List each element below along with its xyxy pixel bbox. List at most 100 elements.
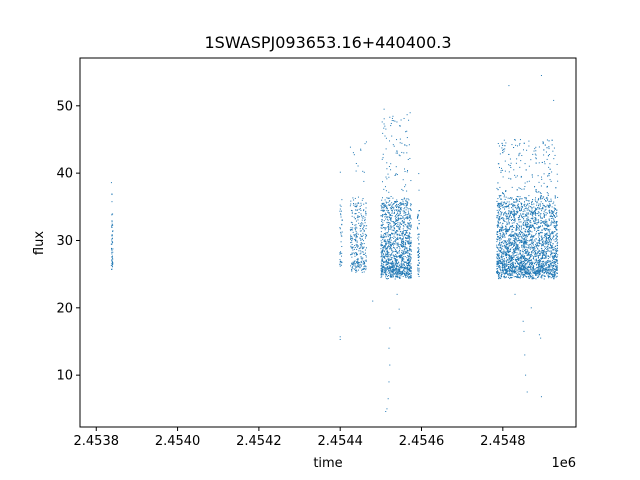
data-point (392, 233, 394, 235)
data-point (531, 259, 533, 261)
data-point (406, 231, 408, 233)
data-point (388, 203, 390, 205)
data-point (384, 246, 386, 248)
data-point (505, 233, 507, 235)
data-point (537, 215, 539, 217)
data-point (406, 217, 408, 219)
data-point (406, 267, 408, 269)
data-point (382, 248, 384, 250)
data-point (542, 238, 544, 240)
data-point (555, 272, 557, 274)
data-point (398, 218, 400, 220)
data-point (553, 262, 555, 264)
data-point (418, 234, 420, 235)
data-point (527, 230, 529, 232)
data-point (540, 198, 542, 200)
data-point (544, 249, 546, 251)
data-point (395, 213, 397, 215)
data-point (528, 240, 530, 242)
data-point (362, 227, 364, 229)
data-point (402, 216, 404, 218)
data-point (410, 277, 412, 279)
data-point (399, 277, 401, 279)
data-point (509, 261, 511, 263)
data-point (340, 241, 342, 243)
data-point (394, 258, 396, 260)
data-point (511, 241, 513, 243)
data-point (506, 254, 508, 256)
data-point (402, 224, 404, 226)
data-point (390, 219, 392, 221)
data-point (532, 252, 534, 254)
data-point (388, 239, 390, 241)
data-point (497, 215, 499, 217)
data-point (528, 200, 530, 202)
data-point (524, 250, 526, 252)
data-point (350, 209, 352, 211)
data-point (508, 213, 510, 215)
data-point (406, 207, 408, 209)
data-point (526, 259, 528, 261)
data-point (385, 267, 387, 269)
data-point (549, 268, 551, 270)
data-point (388, 261, 389, 263)
data-point (399, 256, 401, 258)
data-point (365, 214, 367, 216)
data-point (534, 256, 536, 258)
data-point (381, 269, 383, 271)
data-point (509, 234, 511, 236)
data-point (406, 204, 408, 206)
data-point (402, 203, 404, 205)
data-point (508, 270, 510, 272)
data-point (532, 250, 534, 252)
data-point (549, 204, 551, 206)
data-point (389, 259, 391, 261)
data-point (545, 270, 547, 272)
data-point (518, 227, 520, 229)
data-point (394, 222, 396, 224)
data-point (518, 198, 520, 200)
data-point (541, 265, 543, 267)
data-point (504, 246, 506, 248)
data-point (518, 215, 520, 217)
data-point (499, 226, 501, 228)
data-point (543, 216, 545, 218)
data-point (527, 234, 529, 236)
data-point (403, 272, 405, 274)
data-point (548, 240, 550, 242)
data-point (505, 230, 507, 232)
data-point (538, 249, 540, 251)
data-point (405, 237, 407, 239)
data-point (387, 268, 389, 270)
data-point (526, 149, 528, 151)
data-point (519, 196, 521, 198)
data-point (534, 246, 536, 248)
data-point (525, 222, 527, 224)
data-point (520, 214, 522, 216)
data-point (398, 275, 400, 277)
data-point (381, 253, 383, 255)
data-point (111, 220, 113, 222)
data-point (555, 268, 557, 270)
data-point (351, 270, 353, 272)
data-point (500, 249, 502, 251)
data-point (506, 229, 508, 231)
data-point (517, 227, 519, 229)
data-point (359, 230, 361, 232)
data-point (553, 239, 555, 241)
data-point (525, 199, 527, 201)
data-point (544, 163, 546, 165)
data-point (340, 216, 342, 218)
data-point (553, 264, 555, 266)
data-point (352, 227, 354, 229)
data-point (382, 236, 384, 238)
data-point (531, 240, 533, 242)
data-point (354, 245, 356, 247)
data-point (111, 262, 113, 264)
data-point (383, 207, 385, 209)
data-point (555, 264, 557, 266)
data-point (555, 276, 557, 278)
data-point (509, 269, 511, 271)
data-point (398, 225, 400, 227)
data-point (542, 266, 544, 268)
